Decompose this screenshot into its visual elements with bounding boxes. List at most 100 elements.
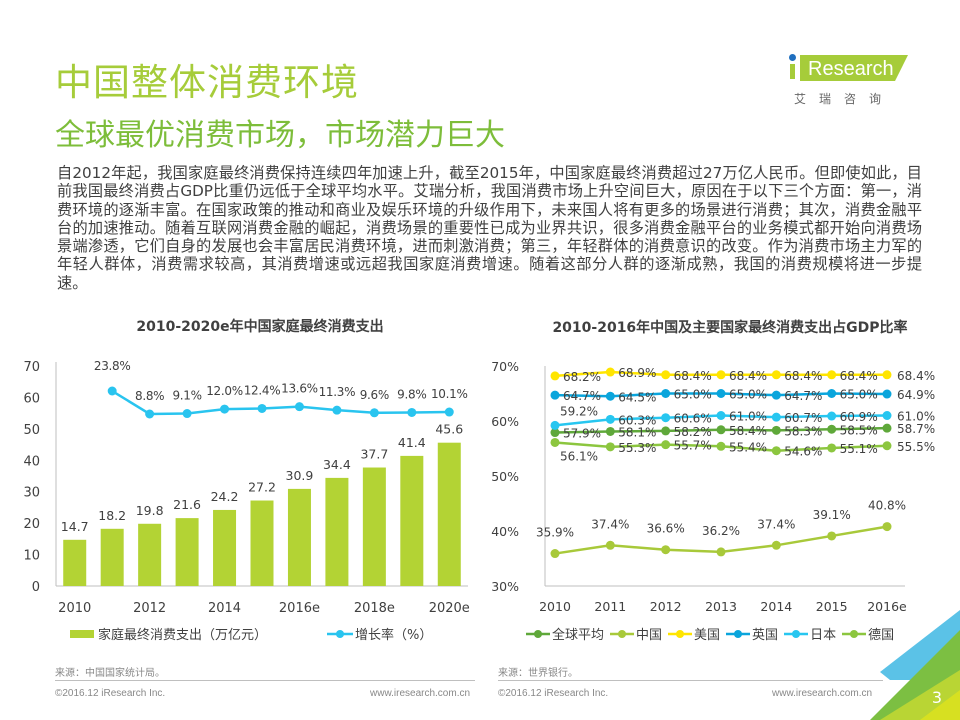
growth-rate-label: 9.6%: [360, 388, 389, 402]
legend-item: 中国: [610, 624, 662, 643]
series-value-label: 56.1%: [560, 449, 598, 463]
bar: [175, 518, 199, 586]
bar-value-label: 45.6: [435, 422, 463, 437]
legend-item: 英国: [726, 624, 778, 643]
series-value-label: 60.9%: [840, 410, 878, 424]
series-value-label: 37.4%: [757, 517, 795, 531]
bar: [138, 523, 162, 586]
series-value-label: 65.0%: [674, 388, 712, 402]
legend-label: 英国: [752, 628, 779, 643]
growth-rate-label: 23.8%: [94, 359, 131, 373]
legend-label: 日本: [810, 628, 837, 643]
series-value-label: 58.1%: [618, 425, 656, 439]
series-point: [882, 370, 892, 380]
legend-label: 中国: [636, 628, 663, 643]
growth-rate-label: 11.3%: [319, 385, 356, 399]
bar-value-label: 24.2: [211, 489, 239, 504]
series-point: [771, 446, 781, 456]
page-number: 3: [931, 688, 942, 707]
legend-label: 美国: [694, 628, 721, 643]
series-value-label: 57.9%: [563, 427, 601, 441]
series-point: [771, 370, 781, 380]
series-value-label: 68.4%: [729, 369, 767, 383]
consumption-gdp-ratio-chart: 30% 40% 50% 60% 70% 2010 2011 2012 2013 2014 2015 2…: [491, 359, 935, 614]
series-point: [716, 425, 726, 435]
series-value-label: 68.4%: [784, 369, 822, 383]
series-value-label: 60.6%: [674, 412, 712, 426]
series-point: [661, 413, 671, 423]
series-value-label: 40.8%: [868, 499, 906, 513]
series-value-label: 64.7%: [563, 389, 601, 403]
series-value-label: 68.4%: [897, 369, 935, 383]
series-point: [550, 420, 560, 430]
series-point: [605, 414, 615, 424]
y-tick-label: 30: [23, 486, 40, 501]
series-point: [882, 389, 892, 399]
series-point: [716, 389, 726, 398]
growth-rate-point: [220, 404, 230, 414]
x-tick-label: 2010: [539, 599, 571, 614]
growth-rate-label: 13.6%: [281, 382, 318, 396]
x-tick-label: 2010: [58, 601, 91, 616]
series-value-label: 39.1%: [813, 508, 851, 522]
bar-value-label: 21.6: [173, 497, 201, 512]
series-point: [827, 424, 837, 434]
y-tick-label: 50: [23, 423, 40, 438]
series-point: [771, 390, 781, 400]
logo-i-icon: [790, 64, 795, 79]
series-point: [771, 425, 781, 435]
website-link[interactable]: www.iresearch.com.cn: [370, 688, 471, 699]
series-point: [605, 442, 615, 452]
series-value-label: 36.6%: [647, 522, 685, 536]
legend-swatch-bar-icon: [70, 629, 94, 638]
x-tick-label: 2012: [650, 599, 682, 614]
series-value-label: 58.7%: [897, 422, 935, 436]
bar: [287, 488, 311, 586]
legend-label: 德国: [868, 628, 895, 643]
growth-rate-label: 12.0%: [206, 384, 243, 398]
divider: [498, 680, 883, 681]
x-tick-label: 2012: [133, 601, 166, 616]
bar-value-label: 14.7: [61, 519, 89, 534]
series-value-label: 58.5%: [840, 423, 878, 437]
y-tick-label: 40%: [491, 524, 519, 539]
website-link[interactable]: www.iresearch.com.cn: [772, 688, 873, 699]
legend-item: 美国: [668, 624, 720, 643]
y-tick-label: 10: [23, 549, 40, 564]
bar-value-label: 41.4: [398, 435, 426, 450]
x-tick-label: 2016e: [867, 599, 907, 614]
y-tick-label: 40: [23, 454, 40, 469]
x-tick-label: 2020e: [429, 601, 470, 616]
series-value-label: 55.3%: [618, 441, 656, 455]
legend-item: 德国: [842, 624, 894, 643]
series-value-label: 60.7%: [784, 411, 822, 425]
series-point: [605, 391, 615, 401]
series-point: [716, 547, 726, 557]
series-point: [661, 440, 671, 450]
x-tick-label: 2014: [208, 601, 241, 616]
series-value-label: 58.4%: [729, 424, 767, 438]
growth-rate-line: [111, 389, 450, 416]
legend-line-marker-icon: [784, 629, 809, 638]
legend-line-marker-icon: [668, 629, 693, 638]
bar: [362, 467, 386, 586]
chart2-source: 来源：世界银行。: [498, 668, 578, 679]
series-value-label: 68.2%: [563, 370, 601, 384]
growth-rate-label: 10.1%: [431, 387, 468, 401]
x-tick-label: 2016e: [279, 601, 320, 616]
y-tick-label: 70: [23, 360, 40, 375]
x-tick-label: 2011: [594, 599, 626, 614]
series-point: [550, 371, 560, 381]
legend-label: 家庭最终消费支出（万亿元）: [98, 628, 268, 643]
growth-rate-point: [294, 402, 304, 412]
series-point: [827, 443, 837, 453]
y-tick-label: 70%: [491, 359, 519, 374]
series-point: [605, 426, 615, 436]
series-point: [661, 426, 671, 436]
summary-paragraph: 自2012年起，我国家庭最终消费保持连续四年加速上升，截至2015年，中国家庭最…: [57, 164, 922, 292]
series-point: [716, 411, 726, 420]
chart1-source: 来源：中国国家统计局。: [55, 668, 165, 679]
growth-rate-point: [444, 407, 454, 417]
logo-banner: Research: [800, 55, 908, 81]
series-value-label: 61.0%: [897, 410, 935, 424]
